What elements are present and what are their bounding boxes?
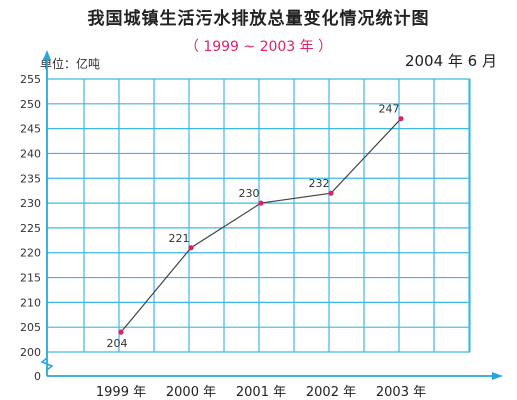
data-label: 232 [309,177,330,190]
chart-subtitle: （ 1999 ~ 2003 年 ） [184,39,333,55]
y-tick-label: 245 [20,123,41,136]
data-point [258,200,264,206]
chart-title: 我国城镇生活污水排放总量变化情况统计图 [87,9,430,29]
x-category-label: 2003 年 [376,385,426,400]
data-point [398,116,404,122]
y-tick-label: 215 [20,272,41,285]
data-label: 221 [169,232,190,245]
data-point [328,190,334,196]
y-tick-label: 250 [20,98,41,111]
date-label: 2004 年 6 月 [404,52,497,70]
y-axis-arrow [43,50,51,60]
x-category-label: 2000 年 [166,385,216,400]
data-label: 204 [107,337,128,350]
y-tick-label: 240 [20,147,41,160]
x-category-label: 2001 年 [236,385,286,400]
y-tick-label: 210 [20,296,41,309]
y-tick-label: 200 [20,346,41,359]
data-point [188,245,194,251]
x-category-label: 1999 年 [96,385,146,400]
y-tick-label: 205 [20,321,41,334]
series-line [120,118,402,333]
y-tick-label: 220 [20,247,41,260]
axis-break-mark [40,357,54,371]
x-axis-arrow [492,372,503,380]
data-label: 230 [239,187,260,200]
x-category-label: 2002 年 [306,385,356,400]
y-tick-label: 255 [20,73,41,86]
y-tick-label: 230 [20,197,41,210]
unit-label: 单位：亿吨 [40,57,101,71]
data-point [118,329,124,335]
y-tick-label: 235 [20,172,41,185]
y-tick-label: 0 [34,370,41,383]
data-label: 247 [379,103,400,116]
y-tick-label: 225 [20,222,41,235]
